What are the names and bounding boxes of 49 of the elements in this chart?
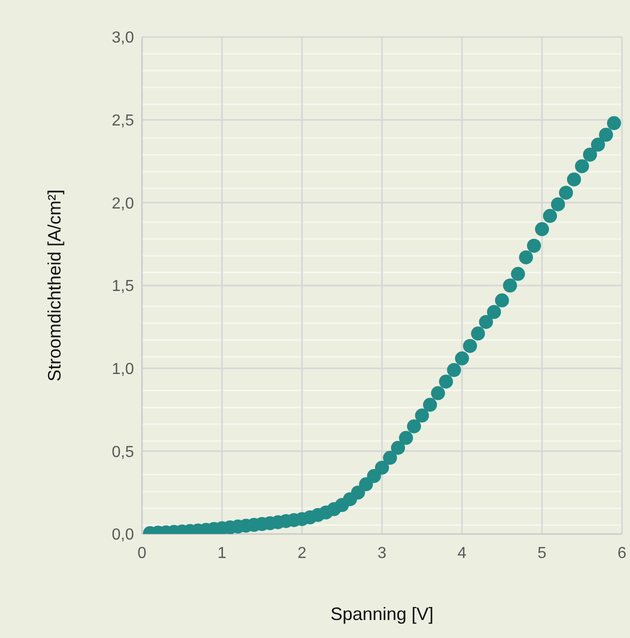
point [383, 450, 397, 465]
point [359, 477, 373, 492]
x-axis-title: Spanning [V] [330, 604, 434, 624]
point [519, 250, 533, 264]
point [431, 386, 445, 400]
point [415, 408, 429, 423]
y-tick-label: 0,0 [112, 526, 134, 544]
point [351, 486, 365, 500]
point [583, 148, 597, 162]
x-tick-label: 5 [538, 545, 547, 562]
point [559, 186, 573, 200]
y-axis-title: Stroomdichtheid [A/cm²] [44, 189, 64, 382]
point [535, 222, 549, 236]
y-tick-label: 1,0 [112, 361, 134, 378]
point [591, 138, 605, 152]
x-tick-label: 2 [298, 545, 307, 562]
point [455, 351, 469, 366]
y-tick-label: 2,0 [112, 195, 134, 212]
y-tick-label: 3,0 [112, 30, 134, 47]
point [391, 440, 405, 455]
x-tick-label: 6 [618, 545, 627, 562]
point [375, 460, 389, 475]
point [575, 159, 589, 174]
point [407, 419, 421, 434]
y-tick-label: 2,5 [112, 112, 134, 130]
point [487, 305, 501, 320]
point [471, 326, 485, 341]
y-tick-label: 0,5 [112, 444, 134, 461]
point [463, 338, 477, 353]
x-tick-label: 1 [218, 545, 227, 562]
point [543, 208, 557, 223]
point [447, 362, 461, 377]
point [479, 314, 493, 329]
point [423, 398, 437, 412]
point [503, 278, 517, 292]
x-tick-label: 4 [458, 545, 467, 562]
x-tick-label: 3 [378, 545, 387, 562]
point [567, 172, 581, 186]
point [399, 430, 413, 445]
point [551, 197, 565, 212]
point [527, 238, 541, 253]
point [439, 374, 453, 389]
x-tick-label: 0 [138, 545, 147, 562]
point [495, 293, 509, 308]
y-tick-label: 1,5 [112, 278, 134, 296]
point [607, 116, 621, 130]
point [599, 128, 613, 142]
point [367, 469, 381, 484]
point [511, 266, 525, 281]
